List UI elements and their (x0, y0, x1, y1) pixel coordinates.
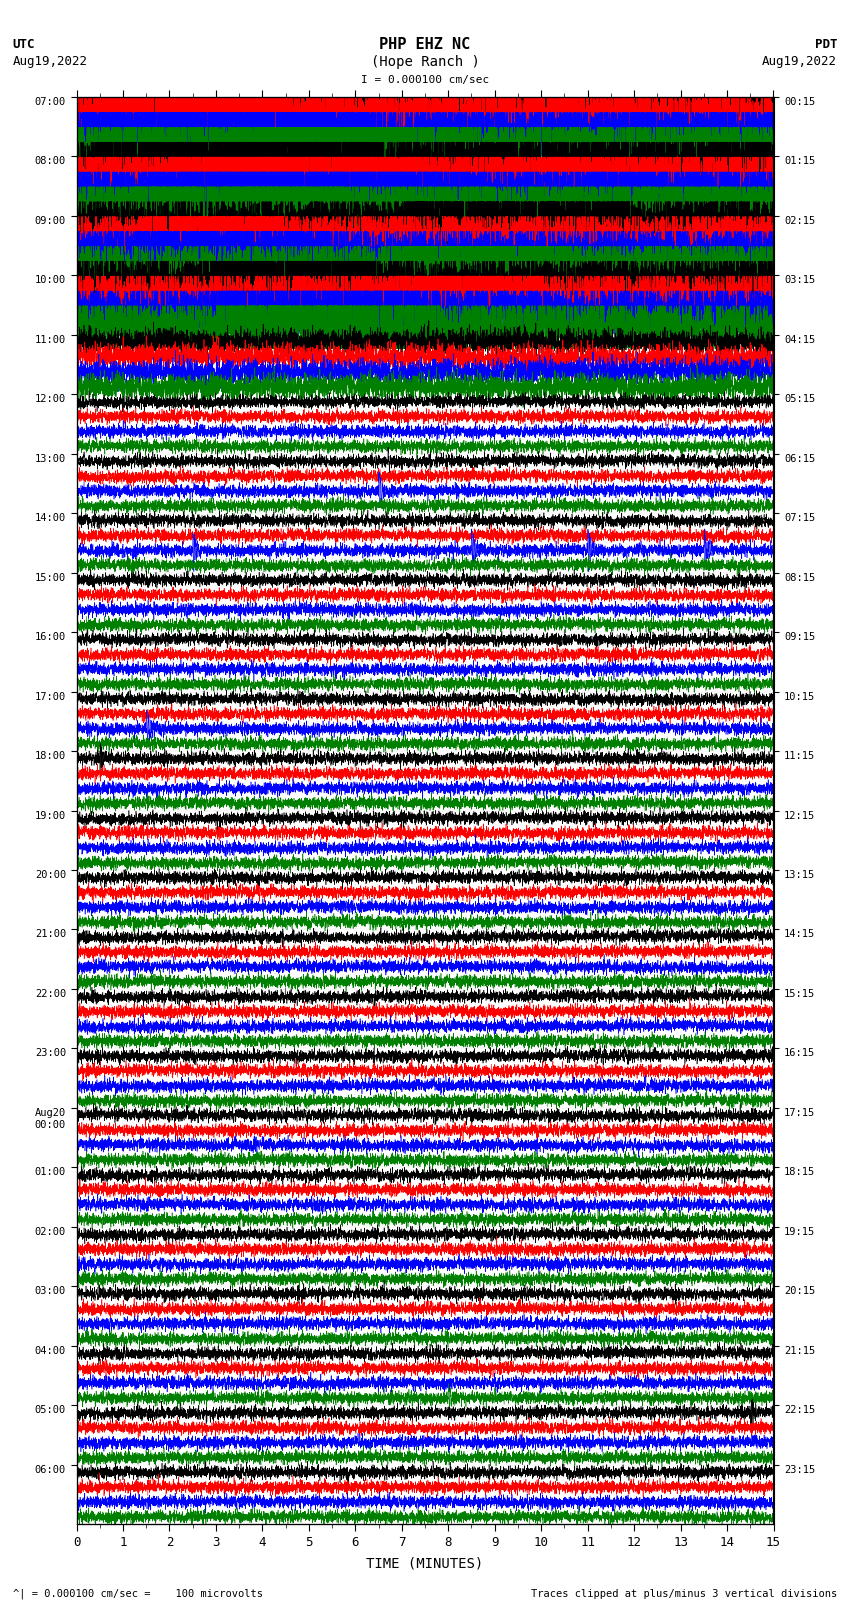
Text: PDT: PDT (815, 39, 837, 52)
Text: (Hope Ranch ): (Hope Ranch ) (371, 55, 479, 69)
Text: PHP EHZ NC: PHP EHZ NC (379, 37, 471, 52)
Text: Aug19,2022: Aug19,2022 (13, 55, 88, 68)
Text: I = 0.000100 cm/sec: I = 0.000100 cm/sec (361, 76, 489, 85)
X-axis label: TIME (MINUTES): TIME (MINUTES) (366, 1557, 484, 1569)
Text: UTC: UTC (13, 39, 35, 52)
Text: Traces clipped at plus/minus 3 vertical divisions: Traces clipped at plus/minus 3 vertical … (531, 1589, 837, 1598)
Text: ^| = 0.000100 cm/sec =    100 microvolts: ^| = 0.000100 cm/sec = 100 microvolts (13, 1589, 263, 1600)
Text: Aug19,2022: Aug19,2022 (762, 55, 837, 68)
